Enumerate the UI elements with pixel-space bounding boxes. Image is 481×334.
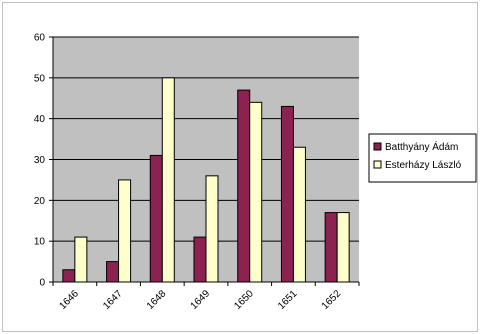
x-tick-label: 1652 <box>320 288 344 312</box>
y-tick-label: 0 <box>39 278 45 289</box>
bar-batthyany-1649 <box>194 237 206 282</box>
bar-esterhazy-1648 <box>162 78 174 282</box>
x-tick-label: 1648 <box>145 288 169 312</box>
bar-batthyany-1650 <box>238 90 250 282</box>
bar-esterhazy-1652 <box>337 213 349 282</box>
y-tick-label: 10 <box>34 237 46 248</box>
y-tick-label: 40 <box>34 114 46 125</box>
bar-esterhazy-1649 <box>206 176 218 282</box>
bar-batthyany-1648 <box>150 155 162 282</box>
x-tick-label: 1649 <box>189 288 213 312</box>
bar-batthyany-1651 <box>281 106 293 282</box>
y-tick-label: 20 <box>34 196 46 207</box>
legend-label: Esterházy László <box>385 160 462 171</box>
bar-batthyany-1647 <box>107 262 119 282</box>
bar-esterhazy-1650 <box>250 102 262 282</box>
legend: Batthyány Ádám Esterházy László <box>369 134 476 182</box>
bar-batthyany-1646 <box>63 270 75 282</box>
x-tick-label: 1647 <box>101 288 125 312</box>
x-axis-ticks: 1646 1647 1648 1649 1650 1651 1652 <box>53 282 359 312</box>
bar-batthyany-1652 <box>325 213 337 282</box>
y-tick-label: 30 <box>34 155 46 166</box>
legend-label: Batthyány Ádám <box>385 140 458 153</box>
y-axis-ticks: 0 10 20 30 40 50 60 <box>34 33 53 289</box>
x-tick-label: 1651 <box>276 288 300 312</box>
y-tick-label: 50 <box>34 73 46 84</box>
bar-esterhazy-1646 <box>75 237 87 282</box>
y-tick-label: 60 <box>34 33 46 44</box>
bar-esterhazy-1647 <box>119 180 131 282</box>
legend-swatch <box>374 143 381 150</box>
legend-swatch <box>374 161 381 168</box>
bar-esterhazy-1651 <box>293 147 305 282</box>
x-tick-label: 1646 <box>57 288 81 312</box>
x-tick-label: 1650 <box>232 288 256 312</box>
chart-frame: 0 10 20 30 40 50 60 1646 1647 1648 1649 1650 1651 16… <box>2 2 478 332</box>
